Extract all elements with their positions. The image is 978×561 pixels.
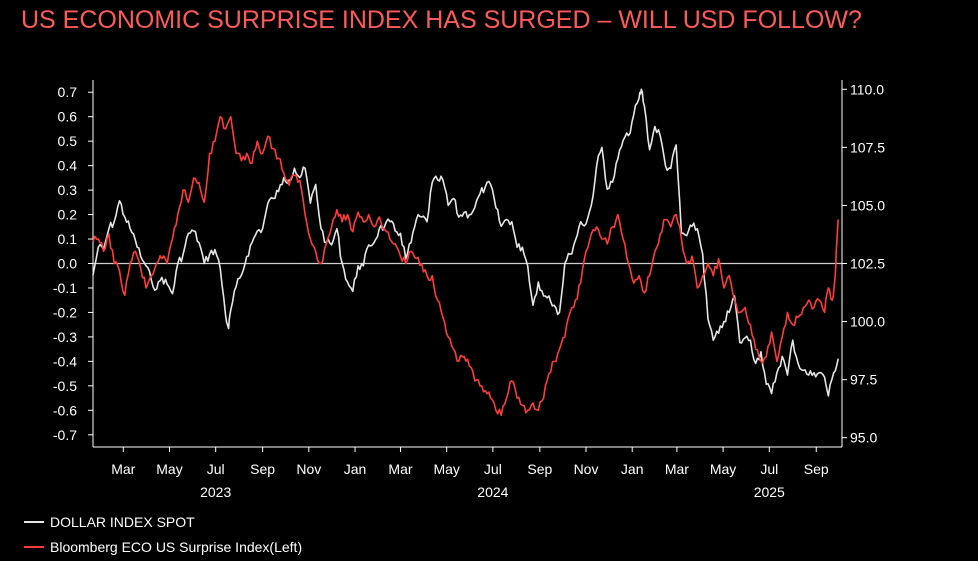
series-line-surprise-index [92,115,839,416]
left-tick-label: 0.4 [58,158,78,174]
x-tick-label: Jul [207,461,225,477]
x-tick-label: Jul [760,461,778,477]
right-tick-label: 95.0 [850,430,877,446]
left-tick-label: -0.4 [53,353,77,369]
x-tick-label: May [433,461,459,477]
x-tick-label: Mar [388,461,412,477]
right-tick-label: 97.5 [850,372,877,388]
right-tick-label: 102.5 [850,256,885,272]
x-tick-label: Sep [527,461,552,477]
left-tick-label: 0.2 [58,207,78,223]
right-tick-label: 105.0 [850,197,885,213]
left-tick-label: 0.0 [58,256,78,272]
x-tick-label: Jan [621,461,644,477]
chart-title: US ECONOMIC SURPRISE INDEX HAS SURGED – … [21,6,862,34]
x-tick-label: Nov [574,461,599,477]
chart-canvas: 0.7 0.6 0.5 0.4 0.3 0.2 0.1 0.0 -0.1 -0.2 -0.3 -0.4… [53,80,885,500]
legend-swatch-surprise [24,546,44,548]
left-tick-label: -0.6 [53,402,77,418]
x-year-label: 2025 [754,484,785,500]
legend-item-dollar: DOLLAR INDEX SPOT [24,514,195,530]
left-tick-label: -0.3 [53,329,77,345]
x-tick-label: Mar [665,461,689,477]
legend-swatch-dollar [24,521,44,523]
x-tick-label: Nov [296,461,321,477]
x-year-label: 2023 [200,484,231,500]
x-tick-label: May [710,461,736,477]
right-tick-label: 107.5 [850,139,885,155]
x-tick-label: Sep [804,461,829,477]
left-tick-label: 0.6 [58,109,78,125]
legend-label-surprise: Bloomberg ECO US Surprise Index(Left) [50,539,303,555]
x-tick-label: Jan [344,461,367,477]
right-tick-label: 110.0 [850,81,884,97]
left-tick-label: -0.7 [53,427,77,443]
left-tick-label: 0.7 [58,84,78,100]
x-tick-label: Jul [484,461,502,477]
left-tick-label: -0.5 [53,378,77,394]
legend-label-dollar: DOLLAR INDEX SPOT [50,514,195,530]
x-tick-label: Mar [111,461,135,477]
left-tick-label: -0.1 [53,280,77,296]
series-line-dollar-index [92,88,839,397]
left-tick-label: 0.5 [58,133,78,149]
left-tick-label: 0.3 [58,182,78,198]
x-year-label: 2024 [477,484,508,500]
left-tick-label: 0.1 [58,231,78,247]
x-tick-label: May [156,461,182,477]
right-tick-label: 100.0 [850,314,885,330]
x-tick-label: Sep [250,461,275,477]
legend-item-surprise: Bloomberg ECO US Surprise Index(Left) [24,539,302,555]
left-tick-label: -0.2 [53,304,77,320]
